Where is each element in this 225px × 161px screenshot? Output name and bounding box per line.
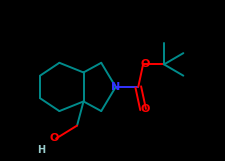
- Text: O: O: [50, 133, 59, 143]
- Text: O: O: [141, 59, 150, 69]
- Text: O: O: [141, 104, 150, 114]
- Text: N: N: [111, 82, 120, 92]
- Text: H: H: [38, 145, 46, 155]
